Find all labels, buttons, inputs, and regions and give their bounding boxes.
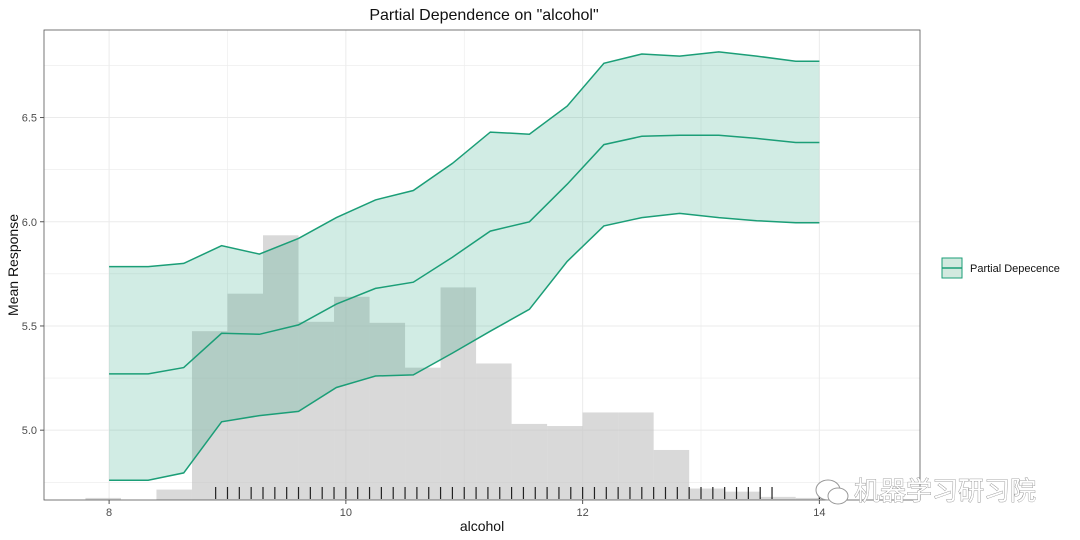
watermark: 机器学习研习院 bbox=[815, 477, 1036, 507]
chart-title: Partial Dependence on "alcohol" bbox=[369, 7, 598, 24]
x-tick-label: 10 bbox=[340, 507, 352, 519]
histogram-bar bbox=[440, 287, 477, 500]
mean-response-line bbox=[109, 134, 820, 375]
histogram-bar bbox=[795, 497, 832, 500]
rug bbox=[215, 487, 820, 499]
x-tick-label: 12 bbox=[576, 507, 588, 519]
y-tick-label: 5.0 bbox=[22, 425, 37, 437]
histogram-bar bbox=[156, 489, 192, 500]
watermark-text: 机器学习研习院 bbox=[854, 477, 1036, 507]
histogram-bar bbox=[334, 296, 370, 500]
y-tick-label: 6.0 bbox=[22, 217, 37, 229]
histogram-bar bbox=[653, 449, 690, 500]
histogram-bar bbox=[618, 412, 654, 500]
confidence-ribbon bbox=[109, 51, 820, 481]
histogram-bar bbox=[227, 293, 263, 500]
lower-bound-line bbox=[109, 212, 820, 481]
histogram-bar bbox=[689, 488, 725, 500]
x-axis-label: alcohol bbox=[460, 518, 504, 534]
y-tick-label: 5.5 bbox=[22, 321, 37, 333]
histogram-bar bbox=[191, 331, 228, 500]
x-tick-label: 14 bbox=[813, 507, 825, 519]
wechat-bubble-small bbox=[827, 487, 849, 505]
histogram-bar bbox=[547, 426, 583, 500]
panel-border bbox=[43, 29, 921, 501]
histogram-bar bbox=[405, 367, 441, 500]
histogram-bar bbox=[476, 363, 512, 500]
histogram-bar bbox=[582, 412, 619, 500]
wechat-icon bbox=[815, 479, 849, 505]
upper-bound-line bbox=[109, 51, 820, 268]
plot-content bbox=[85, 51, 832, 500]
legend: Partial Depecence bbox=[941, 257, 1060, 279]
histogram-bar bbox=[369, 322, 406, 500]
y-axis-label: Mean Response bbox=[5, 214, 21, 316]
y-tick-label: 6.5 bbox=[22, 113, 37, 125]
plot-area: 8 10 12 14 5.0 5.5 6.0 6.5 bbox=[22, 29, 921, 519]
histogram-bar bbox=[85, 497, 121, 500]
x-tick-label: 8 bbox=[106, 507, 112, 519]
histogram-bar bbox=[511, 423, 548, 500]
histogram bbox=[85, 235, 832, 500]
histogram-bar bbox=[724, 491, 761, 500]
histogram-bar bbox=[760, 496, 796, 500]
histogram-bar bbox=[263, 235, 299, 500]
histogram-bar bbox=[298, 321, 335, 500]
legend-entry-label: Partial Depecence bbox=[970, 263, 1060, 275]
